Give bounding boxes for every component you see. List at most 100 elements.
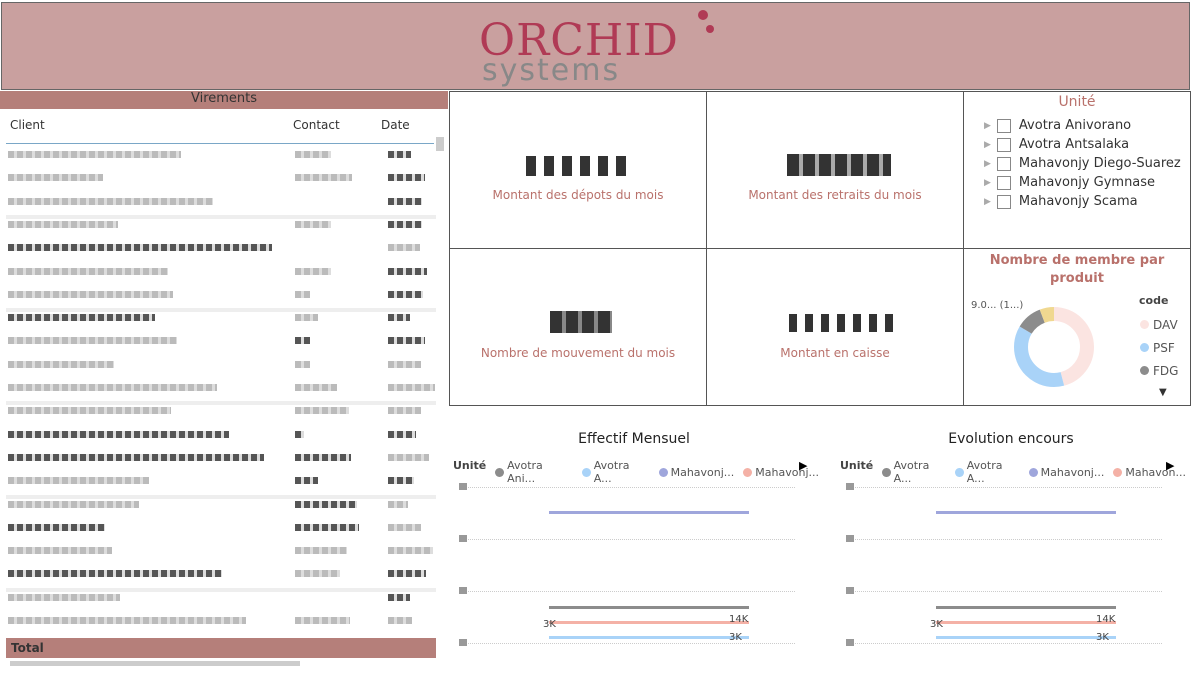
expand-arrow[interactable]: ▶: [984, 196, 991, 207]
row-separator: [6, 308, 436, 313]
checkbox[interactable]: [996, 175, 1011, 190]
redacted: [846, 587, 854, 594]
data-label: 14K: [729, 614, 749, 625]
legend-item: Mahavonj...: [658, 459, 734, 485]
slicer-item[interactable]: ▶ Avotra Antsalaka: [984, 135, 1190, 154]
chart-title: Evolution encours: [948, 431, 1074, 447]
data-label: 3K: [1096, 632, 1109, 643]
checkbox[interactable]: [996, 137, 1011, 152]
legend-label: Avotra A...: [593, 459, 630, 485]
column-header[interactable]: Contact: [293, 118, 340, 132]
redacted: [8, 151, 182, 158]
column-header[interactable]: Date: [381, 118, 410, 132]
redacted: [8, 453, 265, 461]
redacted: [8, 290, 173, 298]
redacted: [8, 570, 223, 578]
legend-label: Mahavonj...: [755, 465, 819, 479]
legend-label: Avotra A...: [893, 459, 930, 485]
series-line: [549, 636, 749, 639]
redacted: [388, 430, 416, 438]
redacted: [526, 156, 630, 176]
table-title: Virements: [0, 91, 448, 109]
legend-title: code: [1139, 294, 1169, 307]
column-header[interactable]: Client: [10, 118, 45, 132]
checkbox[interactable]: [996, 156, 1011, 171]
checkbox[interactable]: [996, 118, 1011, 133]
data-label: 14K: [1096, 614, 1116, 625]
redacted: [388, 244, 421, 252]
legend-dot: [495, 467, 505, 477]
redacted: [388, 290, 424, 298]
slicer-item[interactable]: ▶ Mahavonjy Gymnase: [984, 173, 1190, 192]
legend-dot: [743, 467, 753, 477]
redacted: [8, 547, 112, 555]
row-separator: [6, 401, 436, 406]
redacted: [388, 453, 429, 461]
legend-dot: [581, 467, 591, 477]
legend-dot: [1113, 467, 1123, 477]
row-separator: [6, 587, 436, 592]
slicer-item[interactable]: ▶ Avotra Anivorano: [984, 116, 1190, 135]
expand-arrow[interactable]: ▶: [984, 139, 991, 150]
redacted: [8, 220, 119, 228]
legend-label: Mahavonj...: [1040, 465, 1105, 479]
hscroll[interactable]: [10, 661, 300, 666]
redacted: [459, 483, 467, 490]
redacted: [295, 430, 304, 438]
table-rows: [0, 145, 436, 635]
redacted: [295, 267, 331, 275]
header-rule: [6, 143, 434, 144]
series-line: [549, 606, 749, 609]
grid-line: [852, 487, 1162, 488]
redacted: [550, 311, 612, 333]
redacted: [295, 360, 310, 368]
card-label: Nombre de mouvement du mois: [480, 346, 676, 360]
legend-label: DAV: [1153, 317, 1178, 332]
redacted: [388, 267, 427, 275]
redacted: [295, 523, 360, 531]
redacted: [388, 360, 421, 368]
expand-arrow[interactable]: ▶: [984, 120, 991, 131]
redacted: [388, 523, 421, 531]
legend: Unité Avotra A... Avotra A... Mahavonj... Ma…: [840, 459, 1186, 485]
row-separator: [6, 494, 436, 499]
legend-item: Mahavonj...: [1028, 459, 1105, 485]
legend-next[interactable]: ▶: [1166, 459, 1175, 472]
expand-arrow[interactable]: ▶: [984, 177, 991, 188]
grid-line: [465, 487, 795, 488]
redacted: [388, 384, 435, 391]
card: Montant en caisse: [706, 248, 964, 406]
checkbox[interactable]: [996, 194, 1011, 209]
slicer-label: Avotra Antsalaka: [1018, 137, 1130, 152]
more-arrow[interactable]: ▼: [1159, 387, 1167, 398]
redacted: [388, 337, 425, 345]
slicer-item[interactable]: ▶ Mahavonjy Scama: [984, 192, 1190, 211]
line-chart: Effectif Mensuel Unité Avotra Ani... Avotra…: [449, 425, 819, 670]
redacted: [295, 453, 351, 461]
redacted: [8, 593, 121, 601]
grid-line: [852, 643, 1162, 644]
redacted: [846, 535, 854, 542]
table-panel: Virements Client Contact Date Total: [0, 91, 448, 666]
donut-panel: Nombre de membre par produit 9.0... (1..…: [963, 248, 1191, 406]
card-label: Montant en caisse: [780, 346, 890, 360]
redacted: [295, 500, 358, 508]
redacted: [388, 593, 411, 601]
expand-arrow[interactable]: ▶: [984, 158, 991, 169]
slicer-item[interactable]: ▶ Mahavonjy Diego-Suarez: [984, 154, 1190, 173]
legend-item: Avotra A...: [581, 459, 650, 485]
legend-dot: [658, 467, 668, 477]
redacted: [8, 267, 168, 275]
slicer-label: Mahavonjy Diego-Suarez: [1018, 156, 1181, 171]
redacted: [388, 500, 409, 508]
card-label: Montant des dépots du mois: [492, 188, 664, 202]
legend-next[interactable]: ▶: [799, 459, 808, 472]
redacted: [388, 547, 434, 555]
legend-dot: [1028, 467, 1038, 477]
redacted: [295, 220, 332, 228]
scrollbar[interactable]: [436, 137, 444, 151]
redacted: [388, 617, 413, 624]
grid-line: [465, 539, 795, 540]
redacted: [459, 587, 467, 594]
redacted: [787, 154, 891, 176]
